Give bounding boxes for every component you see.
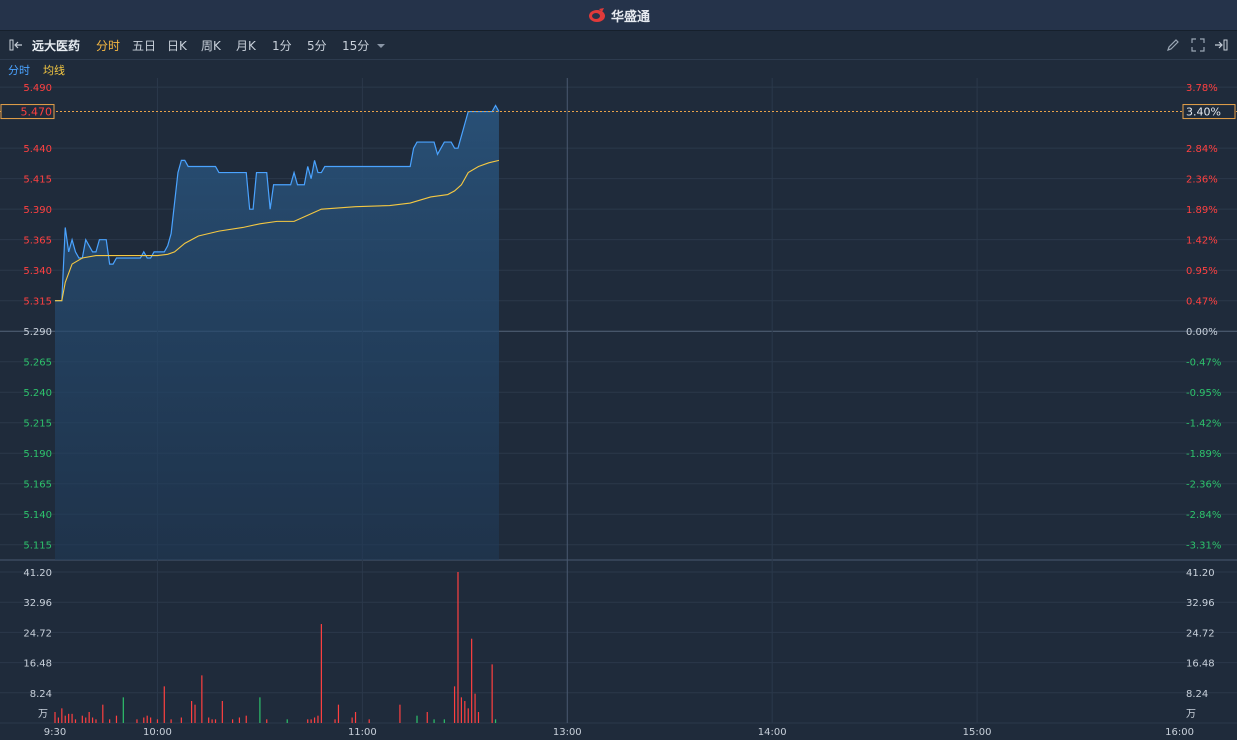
- volume-unit-label: 万: [38, 709, 48, 720]
- avg-line: [55, 159, 500, 302]
- pct-tick-label: 2.84%: [1186, 144, 1218, 155]
- pct-tick-label: -0.47%: [1186, 358, 1221, 369]
- current-pct-label: 3.40%: [1186, 106, 1221, 119]
- price-tick-label: 5.140: [23, 510, 52, 521]
- volume-tick-label: 41.20: [1186, 568, 1215, 579]
- price-tick-label: 5.215: [23, 419, 52, 430]
- price-tick-label: 5.315: [23, 297, 52, 308]
- brand: 华盛通: [0, 0, 1237, 30]
- price-tick-label: 5.115: [23, 541, 52, 552]
- collapse-right-icon[interactable]: [1212, 39, 1228, 51]
- pct-tick-label: -3.31%: [1186, 541, 1221, 552]
- tab-period-1[interactable]: 五日: [132, 39, 157, 53]
- tab-period-5[interactable]: 1分: [272, 39, 292, 53]
- chart-toolbar: 远大医药 分时 五日 日K 周K 月K 1分 5分 15分: [0, 31, 1237, 60]
- time-tick-label: 15:00: [963, 727, 992, 738]
- price-area-fill: [55, 105, 499, 561]
- price-area: [55, 105, 499, 561]
- app-header: 华盛通: [0, 0, 1237, 31]
- tab-period-7[interactable]: 15分: [342, 39, 370, 53]
- volume-unit-label: 万: [1186, 709, 1196, 720]
- price-tick-label: 5.190: [23, 449, 52, 460]
- volume-tick-label: 8.24: [30, 689, 52, 700]
- price-tick-label: 5.440: [23, 144, 52, 155]
- price-tick-label: 5.415: [23, 175, 52, 186]
- current-price-label: 5.470: [21, 106, 53, 119]
- time-tick-label: 16:00: [1165, 727, 1194, 738]
- pct-tick-label: 1.42%: [1186, 236, 1218, 247]
- pct-tick-label: -1.42%: [1186, 419, 1221, 430]
- volume-tick-label: 32.96: [23, 598, 52, 609]
- volume-tick-label: 16.48: [1186, 659, 1215, 670]
- axes: 5.490 3.78% 5.440 2.84% 5.415 2.36% 5.390 1.89%…: [0, 83, 1237, 738]
- tab-period-2[interactable]: 日K: [167, 39, 187, 53]
- price-tick-label: 5.290: [23, 327, 52, 338]
- legend-avg-line: 均线: [43, 64, 65, 77]
- chart-legend: 分时 均线: [0, 60, 1237, 78]
- pct-tick-label: 2.36%: [1186, 175, 1218, 186]
- logo-icon: [588, 8, 605, 22]
- price-tick-label: 5.365: [23, 236, 52, 247]
- current-price-tag: [0, 104, 55, 120]
- volume-tick-label: 41.20: [23, 568, 52, 579]
- time-tick-label: 9:30: [44, 727, 66, 738]
- volume-tick-label: 24.72: [23, 628, 52, 639]
- volume-tick-label: 16.48: [23, 659, 52, 670]
- current-pct-tag: [1182, 104, 1236, 120]
- price-tick-label: 5.490: [23, 83, 52, 94]
- price-line: [55, 104, 500, 302]
- price-tick-label: 5.265: [23, 358, 52, 369]
- pct-tick-label: -1.89%: [1186, 449, 1221, 460]
- time-tick-label: 13:00: [553, 727, 582, 738]
- time-tick-label: 11:00: [348, 727, 377, 738]
- time-tick-label: 14:00: [758, 727, 787, 738]
- pct-tick-label: 0.95%: [1186, 266, 1218, 277]
- price-lines: [55, 104, 500, 302]
- legend-price-line: 分时: [8, 64, 30, 77]
- price-tick-label: 5.340: [23, 266, 52, 277]
- chevron-down-icon[interactable]: [376, 42, 386, 50]
- time-tick-label: 10:00: [143, 727, 172, 738]
- pencil-icon[interactable]: [1166, 38, 1180, 52]
- intraday-chart[interactable]: 5.490 3.78% 5.440 2.84% 5.415 2.36% 5.390 1.89%…: [0, 78, 1237, 740]
- price-tick-label: 5.165: [23, 480, 52, 491]
- pct-tick-label: 3.78%: [1186, 83, 1218, 94]
- stock-name[interactable]: 远大医药: [32, 39, 81, 53]
- tab-period-4[interactable]: 月K: [236, 39, 256, 53]
- tab-period-0[interactable]: 分时: [96, 39, 121, 53]
- price-tick-label: 5.240: [23, 388, 52, 399]
- pct-tick-label: 0.00%: [1186, 327, 1218, 338]
- price-tick-label: 5.390: [23, 205, 52, 216]
- tab-period-3[interactable]: 周K: [201, 39, 221, 53]
- volume-tick-label: 8.24: [1186, 689, 1208, 700]
- pct-tick-label: 1.89%: [1186, 205, 1218, 216]
- pct-tick-label: -0.95%: [1186, 388, 1221, 399]
- brand-name: 华盛通: [610, 9, 650, 25]
- volume-bars: [54, 572, 497, 723]
- tab-period-6[interactable]: 5分: [307, 39, 327, 53]
- pct-tick-label: -2.84%: [1186, 510, 1221, 521]
- collapse-left-icon[interactable]: [9, 39, 25, 51]
- pct-tick-label: -2.36%: [1186, 480, 1221, 491]
- volume-tick-label: 24.72: [1186, 628, 1215, 639]
- pct-tick-label: 0.47%: [1186, 297, 1218, 308]
- volume-tick-label: 32.96: [1186, 598, 1215, 609]
- fullscreen-icon[interactable]: [1191, 38, 1205, 52]
